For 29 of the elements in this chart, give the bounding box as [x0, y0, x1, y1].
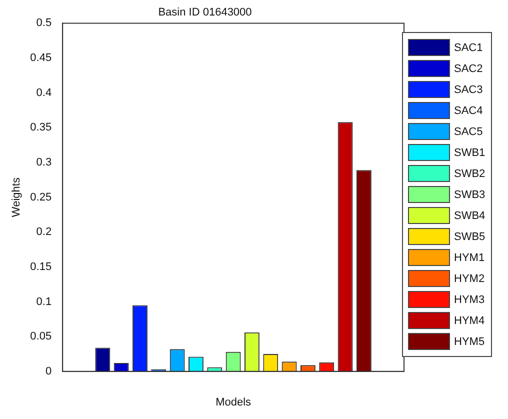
legend-label: SAC5 [454, 126, 483, 138]
x-axis-title: Models [216, 396, 252, 408]
legend-label: SWB4 [454, 210, 486, 222]
legend-label: SWB5 [454, 230, 486, 242]
y-tick-label: 0.35 [30, 122, 52, 134]
y-tick-label: 0.05 [30, 330, 52, 343]
y-tick-label: 0 [45, 365, 52, 378]
legend-label: SWB1 [454, 146, 486, 158]
legend-label: SAC1 [454, 42, 483, 54]
legend-label: HYM5 [454, 336, 485, 348]
legend-label: HYM3 [454, 294, 485, 306]
y-axis-title: Weights [10, 177, 23, 218]
legend-label: SAC2 [454, 62, 483, 74]
y-tick-label: 0.3 [36, 156, 52, 169]
legend-label: SAC4 [454, 104, 483, 116]
y-tick-label: 0.15 [30, 260, 52, 273]
legend-label: SWB3 [454, 188, 486, 200]
legend-label: SAC3 [454, 84, 483, 96]
y-tick-label: 0.25 [30, 191, 52, 204]
y-tick-label: 0.45 [30, 52, 52, 64]
y-tick-label: 0.2 [36, 226, 52, 238]
y-tick-label: 0.1 [36, 296, 52, 308]
chart-title: Basin ID 01643000 [158, 6, 252, 19]
legend-label: HYM2 [454, 272, 485, 284]
y-tick-label: 0.5 [36, 17, 52, 30]
legend-label: SWB2 [454, 168, 486, 180]
legend-label: HYM1 [454, 252, 485, 264]
y-tick-label: 0.4 [36, 86, 52, 99]
legend-label: HYM4 [454, 314, 485, 326]
